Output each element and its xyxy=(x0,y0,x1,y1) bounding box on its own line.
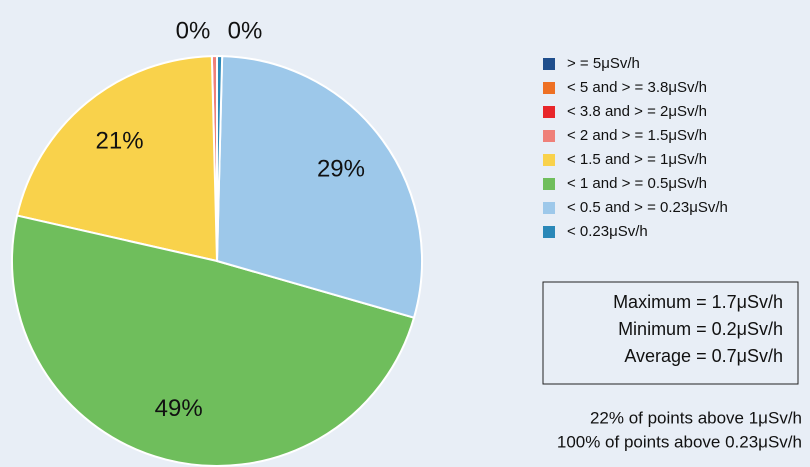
legend-swatch xyxy=(543,130,555,142)
legend-label: < 2 and > = 1.5μSv/h xyxy=(567,127,707,144)
legend-swatch xyxy=(543,202,555,214)
legend-label: < 3.8 and > = 2μSv/h xyxy=(567,103,707,120)
legend-label: < 1.5 and > = 1μSv/h xyxy=(567,151,707,168)
legend-swatch xyxy=(543,178,555,190)
stat-line: Minimum = 0.2μSv/h xyxy=(618,319,783,339)
legend-label: < 0.5 and > = 0.23μSv/h xyxy=(567,199,728,216)
data-label: 29% xyxy=(317,155,365,182)
data-label: 21% xyxy=(96,127,144,154)
note: 100% of points above 0.23μSv/h xyxy=(557,432,802,451)
legend-label: < 5 and > = 3.8μSv/h xyxy=(567,79,707,96)
data-label: 49% xyxy=(155,395,203,422)
pie-slice xyxy=(15,55,219,263)
stat-line: Average = 0.7μSv/h xyxy=(624,346,783,366)
note: 22% of points above 1μSv/h xyxy=(590,408,802,427)
data-label: 0% xyxy=(228,17,263,44)
pie-slice xyxy=(216,54,224,262)
data-label: 0% xyxy=(176,17,211,44)
pie-slice xyxy=(215,55,423,319)
stats-box xyxy=(542,281,799,385)
legend-swatch xyxy=(543,82,555,94)
legend-swatch xyxy=(543,226,555,238)
legend-label: < 1 and > = 0.5μSv/h xyxy=(567,175,707,192)
pie-slice xyxy=(11,214,416,467)
legend-label: < 0.23μSv/h xyxy=(567,223,648,240)
stat-line: Maximum = 1.7μSv/h xyxy=(613,292,783,312)
legend-swatch xyxy=(543,106,555,118)
legend-label: > = 5μSv/h xyxy=(567,55,640,72)
legend-swatch xyxy=(543,58,555,70)
legend-swatch xyxy=(543,154,555,166)
